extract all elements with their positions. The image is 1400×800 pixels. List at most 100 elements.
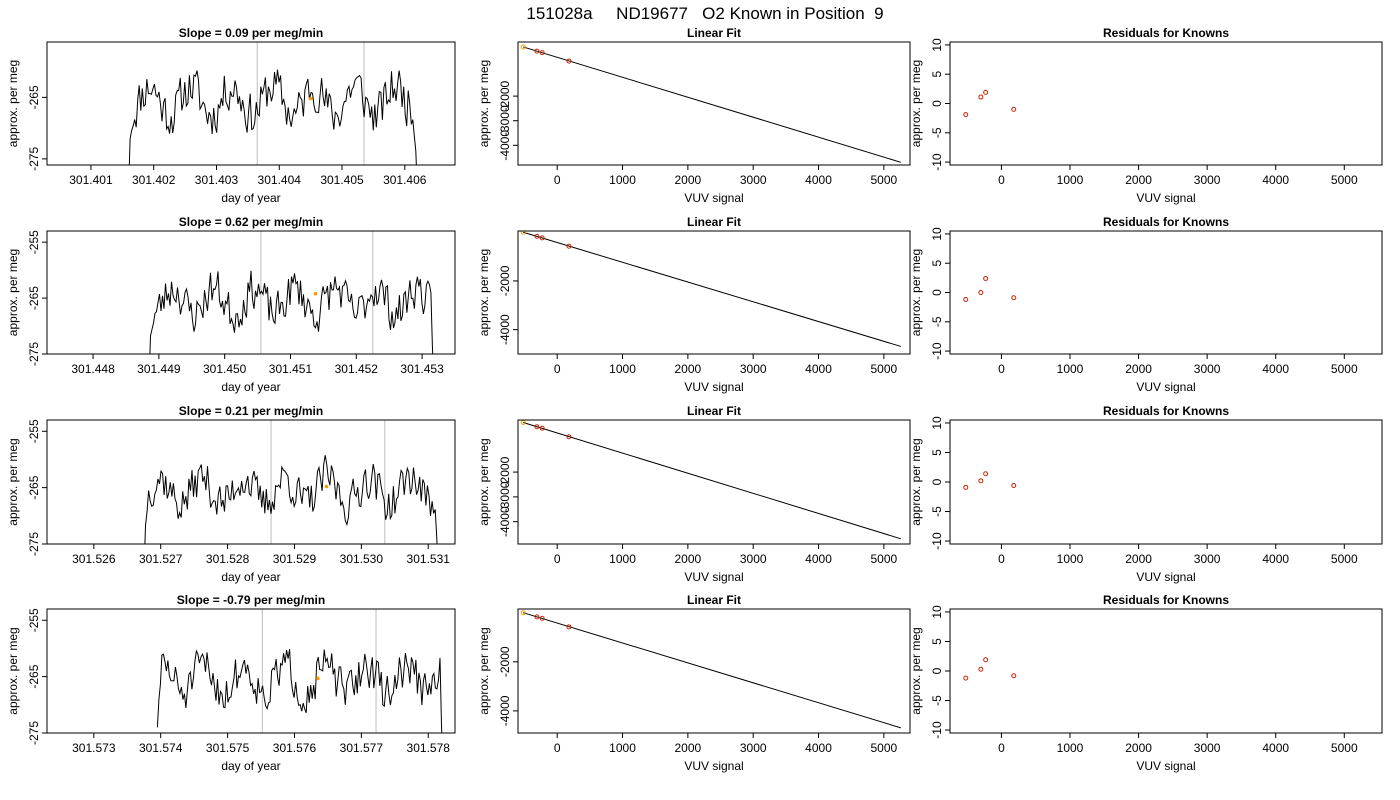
x-tick-label: 4000 (805, 741, 832, 755)
x-tick-label: 301.402 (132, 173, 176, 187)
timeseries-panel-row-3: Slope = 0.21 per meg/min day of year appro… (6, 404, 456, 584)
y-axis-label: approx. per meg (6, 627, 20, 714)
x-tick-label: 5000 (1331, 741, 1358, 755)
fit-line (523, 422, 902, 540)
panel-title: Residuals for Knowns (1103, 26, 1229, 40)
y-tick-label: -2000 (498, 646, 512, 677)
x-tick-label: 301.403 (195, 173, 239, 187)
plot-area (520, 231, 901, 347)
x-tick-label: 1000 (609, 552, 636, 566)
data-point (539, 50, 545, 56)
x-tick-label: 301.574 (139, 741, 183, 755)
panel-title: Linear Fit (687, 215, 741, 229)
trace-line (156, 649, 443, 733)
y-tick-label: -5 (930, 506, 944, 517)
y-axis-label: approx. per meg (477, 60, 491, 147)
residual-point (983, 89, 989, 95)
x-tick-label: 0 (998, 173, 1005, 187)
data-point (520, 610, 526, 616)
x-tick-label: 5000 (871, 741, 898, 755)
panel-title: Linear Fit (687, 26, 741, 40)
y-tick-label: -4000 (498, 506, 512, 537)
plot-area (128, 42, 417, 165)
data-point (534, 48, 540, 54)
x-axis-label: VUV signal (684, 759, 743, 773)
x-tick-label: 301.576 (273, 741, 317, 755)
x-tick-label: 301.531 (407, 552, 451, 566)
plot-frame (517, 41, 911, 166)
x-tick-label: 0 (554, 741, 561, 755)
y-axis-label: approx. per meg (477, 627, 491, 714)
y-tick-label: -275 (27, 532, 41, 556)
residual-point (1011, 106, 1017, 112)
y-tick-label: -4000 (498, 695, 512, 726)
plot-frame (46, 41, 456, 166)
x-tick-label: 3000 (1194, 173, 1221, 187)
linear_fit-panel-row-2: Linear Fit VUV signal approx. per meg 0 1000… (477, 215, 911, 394)
y-tick-label: -265 (27, 286, 41, 310)
y-tick-label: 5 (930, 260, 944, 267)
x-tick-label: 0 (554, 552, 561, 566)
x-tick-label: 4000 (1262, 362, 1289, 376)
plot-area (963, 89, 1017, 118)
y-tick-label: -255 (27, 230, 41, 254)
fit-line (523, 46, 901, 163)
x-tick-label: 2000 (675, 362, 702, 376)
data-point (566, 58, 572, 64)
residual-point (963, 484, 969, 490)
residual-point (963, 675, 969, 681)
y-tick-label: -3000 (498, 105, 512, 136)
data-point (520, 44, 526, 50)
panel-title: Residuals for Knowns (1103, 404, 1229, 418)
plot-frame (517, 419, 911, 545)
reference-point (324, 484, 329, 489)
x-tick-label: 301.453 (400, 362, 444, 376)
plot-frame (517, 608, 911, 734)
linear_fit-panel-row-1: Linear Fit VUV signal approx. per meg 0 1000… (477, 26, 911, 205)
residuals-panel-row-3: Residuals for Knowns VUV signal approx. pe… (909, 404, 1383, 584)
fit-line (523, 231, 901, 347)
data-point (566, 434, 572, 440)
residuals-panel-row-2: Residuals for Knowns VUV signal approx. pe… (909, 215, 1383, 394)
y-tick-label: -5 (930, 695, 944, 706)
x-tick-label: 4000 (805, 552, 832, 566)
y-tick-label: -2000 (498, 265, 512, 296)
y-tick-label: -10 (930, 342, 944, 360)
x-tick-label: 3000 (740, 741, 767, 755)
plot-area (149, 231, 434, 354)
residual-point (978, 478, 984, 484)
y-axis-label: approx. per meg (909, 627, 923, 714)
y-tick-label: -5 (930, 127, 944, 138)
x-tick-label: 3000 (740, 362, 767, 376)
y-tick-label: -275 (27, 721, 41, 745)
x-tick-label: 5000 (871, 552, 898, 566)
x-tick-label: 301.529 (273, 552, 317, 566)
y-tick-label: -255 (27, 608, 41, 632)
panel-title: Linear Fit (687, 404, 741, 418)
data-point (539, 425, 545, 431)
y-tick-label: -275 (27, 147, 41, 171)
x-tick-label: 2000 (1125, 173, 1152, 187)
data-point (539, 615, 545, 621)
x-tick-label: 4000 (805, 173, 832, 187)
panel-title: Slope = 0.09 per meg/min (179, 26, 323, 40)
plot-frame (949, 230, 1383, 355)
y-tick-label: 0 (930, 289, 944, 296)
x-tick-label: 301.530 (340, 552, 384, 566)
x-tick-label: 301.575 (206, 741, 250, 755)
x-tick-label: 1000 (1057, 173, 1084, 187)
x-tick-label: 301.526 (72, 552, 116, 566)
y-tick-label: 10 (930, 227, 944, 241)
data-point (520, 420, 526, 426)
y-tick-label: 0 (930, 667, 944, 674)
x-tick-label: 3000 (1194, 552, 1221, 566)
x-tick-label: 0 (998, 741, 1005, 755)
x-tick-label: 4000 (1262, 173, 1289, 187)
x-tick-label: 2000 (1125, 741, 1152, 755)
y-tick-label: -10 (930, 532, 944, 550)
x-tick-label: 301.451 (269, 362, 313, 376)
plot-frame (949, 41, 1383, 166)
panel-title: Residuals for Knowns (1103, 593, 1229, 607)
x-tick-label: 301.406 (383, 173, 427, 187)
data-point (534, 614, 540, 620)
